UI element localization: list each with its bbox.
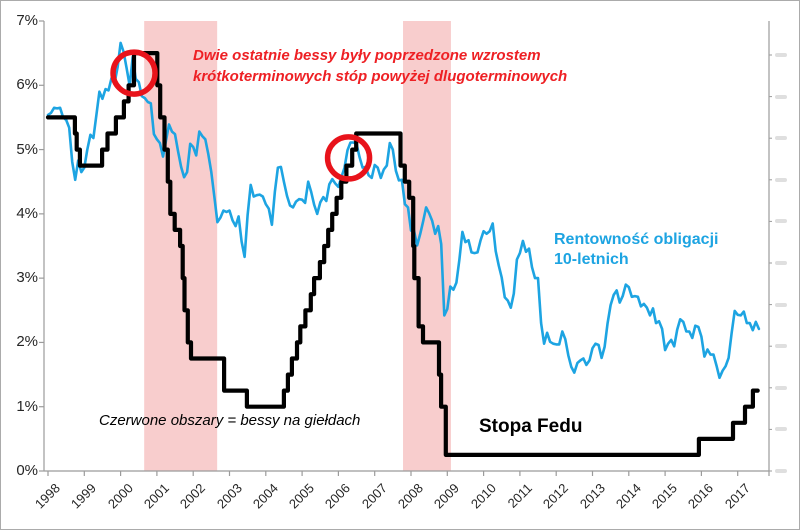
right-axis-faint-label xyxy=(775,385,787,390)
fed-rate-series-label: Stopa Fedu xyxy=(479,416,583,437)
inversion-highlight-circle xyxy=(324,134,373,182)
y-axis-tick-label: 2% xyxy=(16,333,38,351)
right-axis-faint-label xyxy=(775,136,787,141)
y-axis-tick-label: 3% xyxy=(16,269,38,287)
inversion-highlight-circle xyxy=(110,49,158,97)
y-axis-tick-label: 1% xyxy=(16,397,38,415)
right-axis-faint-label xyxy=(775,469,787,473)
y-axis-tick-label: 4% xyxy=(16,204,38,222)
bear-market-band xyxy=(403,21,451,471)
red-note-line1: Dwie ostatnie bessy były poprzedzone wzr… xyxy=(193,47,541,64)
bear-market-legend-note: Czerwone obszary = bessy na giełdach xyxy=(99,412,361,429)
y-axis-tick-label: 5% xyxy=(16,140,38,158)
right-axis-faint-label xyxy=(775,302,787,307)
right-axis-faint-label xyxy=(775,261,787,265)
right-axis-faint-label xyxy=(775,94,787,99)
red-note-line2: krótkoterminowych stóp powyżej dlugoterm… xyxy=(193,68,568,85)
right-axis-faint-label xyxy=(775,53,787,57)
right-axis-faint-label xyxy=(775,427,787,432)
bond-yield-series-label: Rentowność obligacji 10-letnich xyxy=(554,230,718,270)
bond-label-line2: 10-letnich xyxy=(554,251,629,268)
right-axis-faint-label xyxy=(775,177,787,182)
y-axis-tick-label: 0% xyxy=(16,462,38,479)
fed-rate-line xyxy=(45,51,760,457)
right-axis-faint-label xyxy=(775,219,787,224)
y-axis-tick-label: 6% xyxy=(16,76,38,94)
y-axis-tick-label: 7% xyxy=(16,12,38,29)
bond-label-line1: Rentowność obligacji xyxy=(554,231,719,248)
right-axis-faint-label xyxy=(775,344,787,349)
annotation-red-note: Dwie ostatnie bessy były poprzedzone wzr… xyxy=(193,45,567,87)
